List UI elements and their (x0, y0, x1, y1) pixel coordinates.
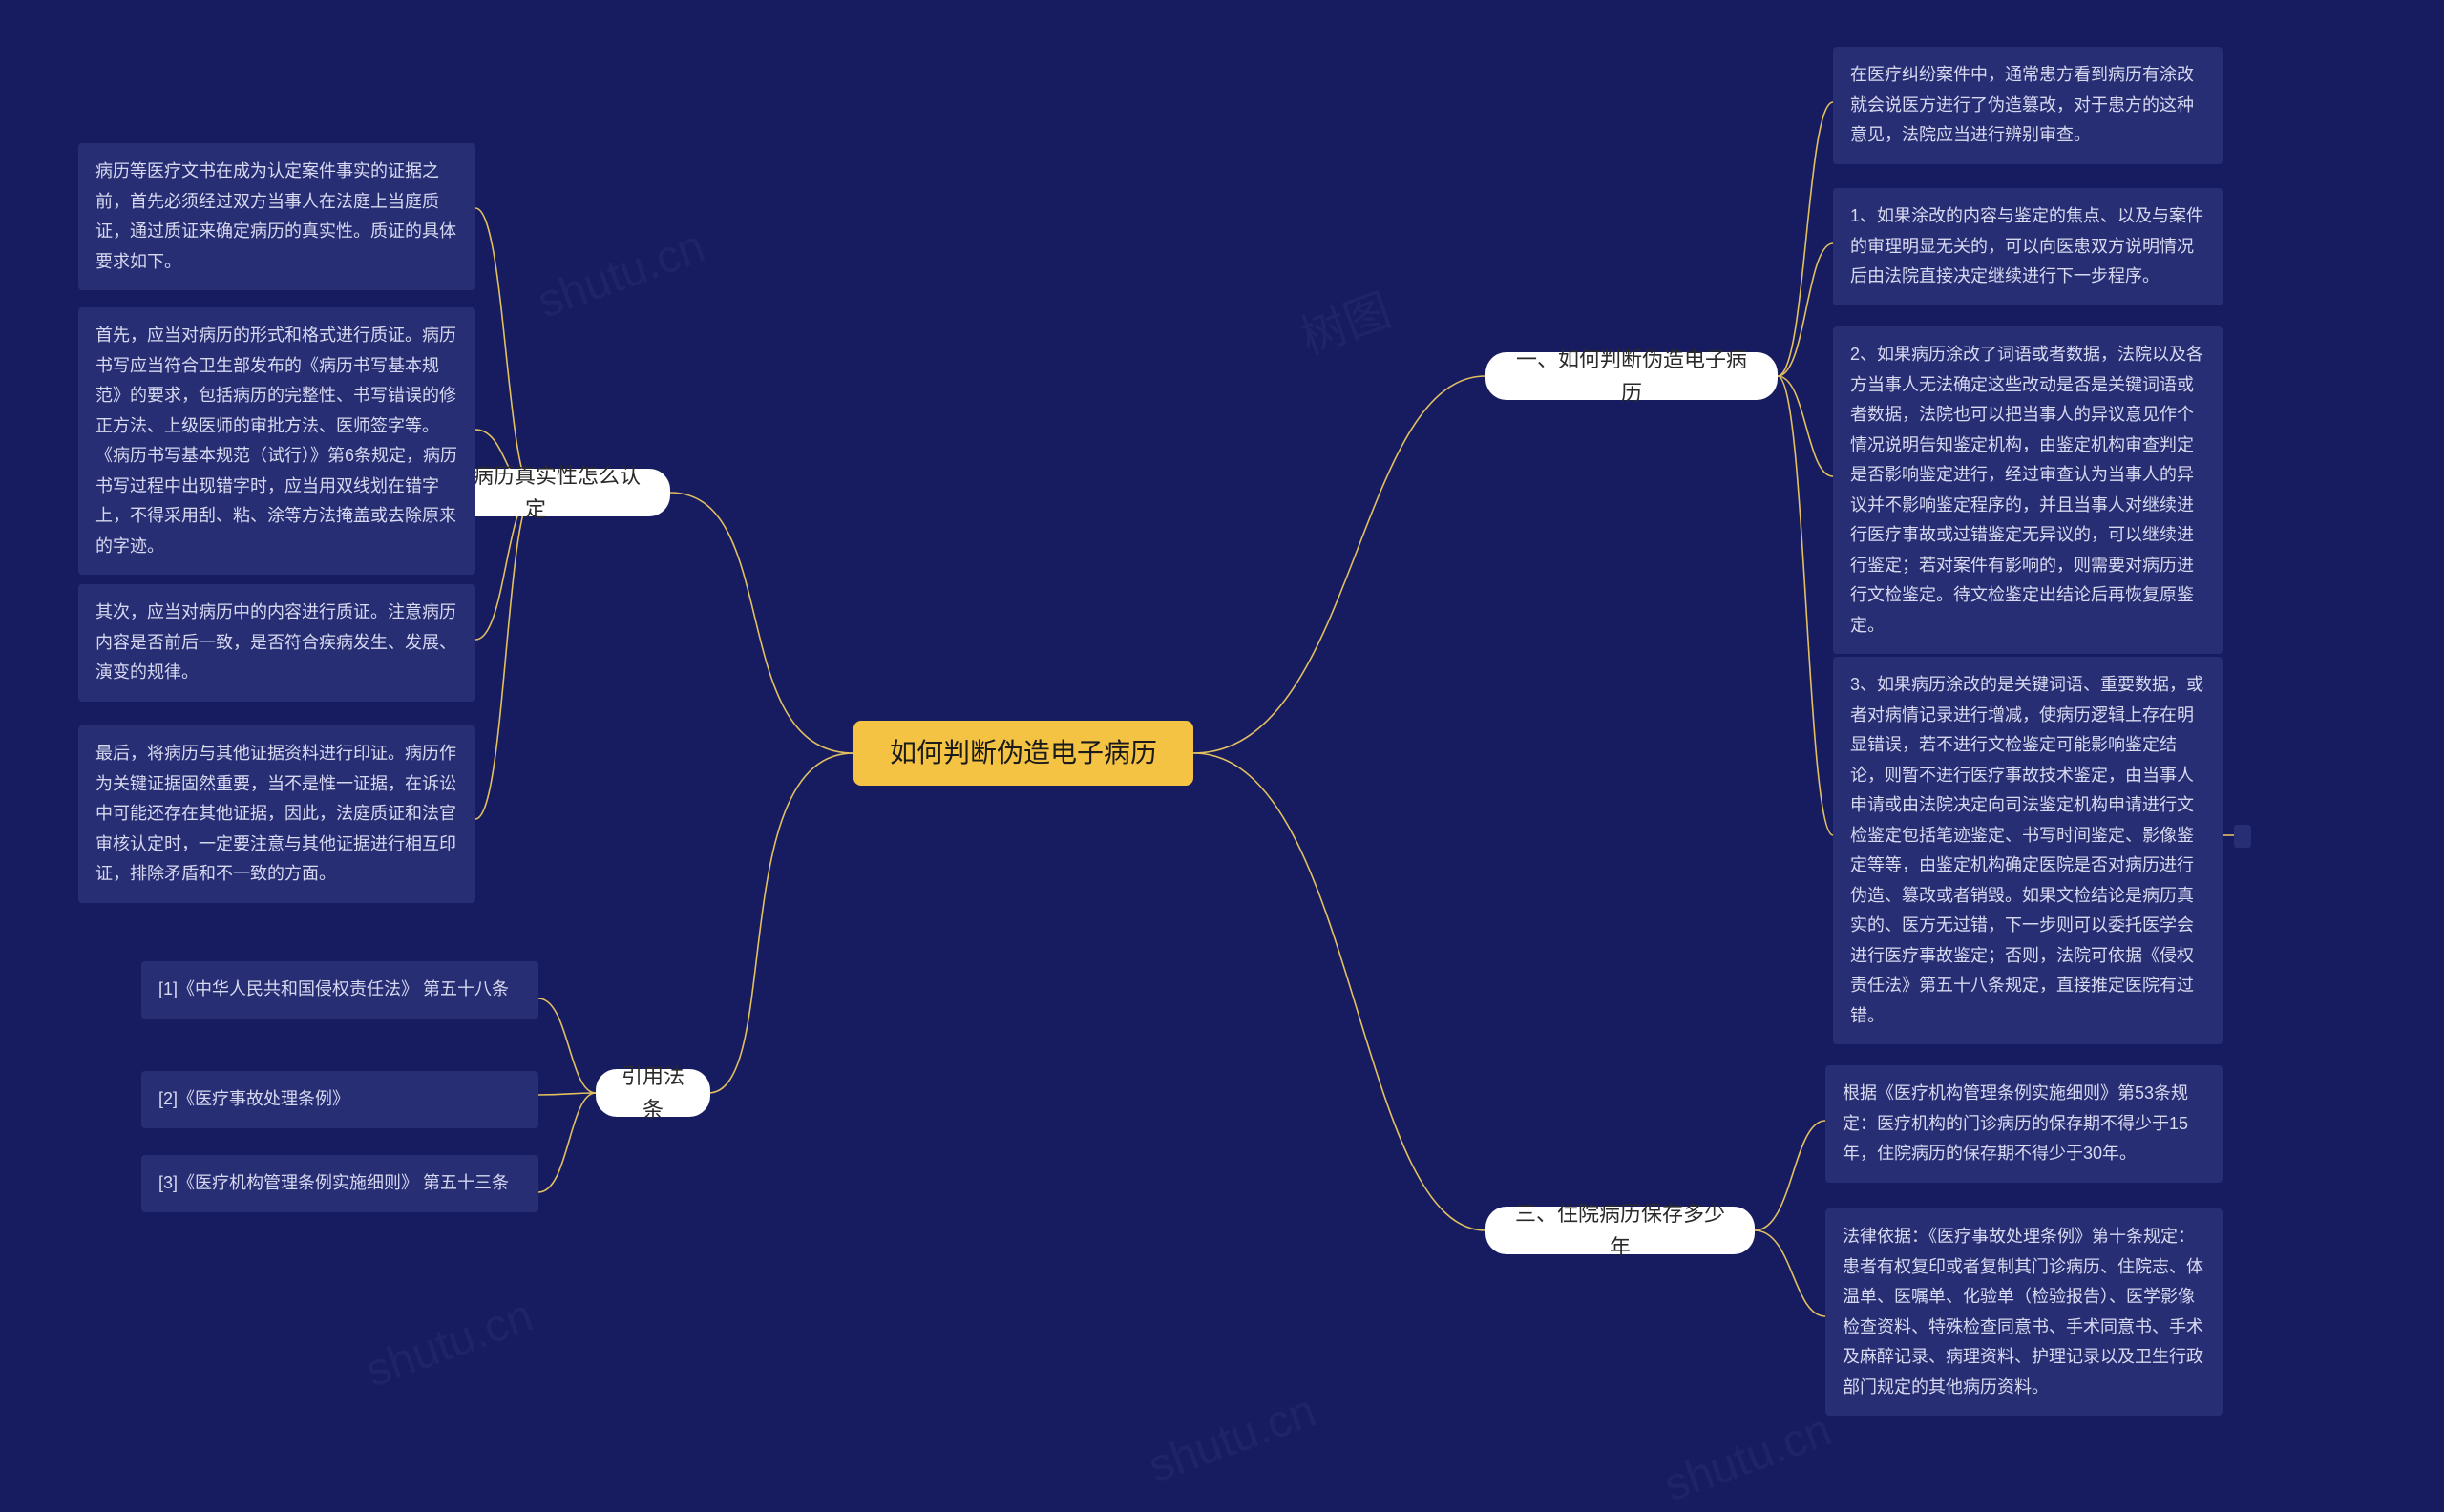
leaf-b2-0[interactable]: 病历等医疗文书在成为认定案件事实的证据之前，首先必须经过双方当事人在法庭上当庭质… (78, 143, 475, 290)
watermark: 树图 (1290, 273, 1399, 368)
endcap (2234, 825, 2251, 848)
leaf-b1-0[interactable]: 在医疗纠纷案件中，通常患方看到病历有涂改就会说医方进行了伪造篡改，对于患方的这种… (1833, 47, 2223, 164)
leaf-b4-1[interactable]: [2]《医疗事故处理条例》 (141, 1071, 538, 1128)
leaf-b4-2[interactable]: [3]《医疗机构管理条例实施细则》 第五十三条 (141, 1155, 538, 1212)
leaf-b4-0[interactable]: [1]《中华人民共和国侵权责任法》 第五十八条 (141, 961, 538, 1018)
branch-3[interactable]: 三、住院病历保存多少年 (1485, 1207, 1755, 1254)
branch-4[interactable]: 引用法条 (596, 1069, 710, 1117)
leaf-b2-2[interactable]: 其次，应当对病历中的内容进行质证。注意病历内容是否前后一致，是否符合疾病发生、发… (78, 584, 475, 702)
leaf-b1-3[interactable]: 3、如果病历涂改的是关键词语、重要数据，或者对病情记录进行增减，使病历逻辑上存在… (1833, 657, 2223, 1044)
branch-1[interactable]: 一、如何判断伪造电子病历 (1485, 352, 1778, 400)
watermark: shutu.cn (1657, 1404, 1838, 1512)
leaf-b1-2[interactable]: 2、如果病历涂改了词语或者数据，法院以及各方当事人无法确定这些改动是否是关键词语… (1833, 326, 2223, 654)
leaf-b3-0[interactable]: 根据《医疗机构管理条例实施细则》第53条规定：医疗机构的门诊病历的保存期不得少于… (1825, 1065, 2223, 1183)
leaf-b2-3[interactable]: 最后，将病历与其他证据资料进行印证。病历作为关键证据固然重要，当不是惟一证据，在… (78, 725, 475, 903)
leaf-b1-1[interactable]: 1、如果涂改的内容与鉴定的焦点、以及与案件的审理明显无关的，可以向医患双方说明情… (1833, 188, 2223, 305)
root-node[interactable]: 如何判断伪造电子病历 (853, 721, 1193, 786)
watermark: shutu.cn (1142, 1385, 1322, 1494)
leaf-b3-1[interactable]: 法律依据：《医疗事故处理条例》第十条规定：患者有权复印或者复制其门诊病历、住院志… (1825, 1208, 2223, 1416)
leaf-b2-1[interactable]: 首先，应当对病历的形式和格式进行质证。病历书写应当符合卫生部发布的《病历书写基本… (78, 307, 475, 575)
watermark: shutu.cn (359, 1290, 539, 1398)
watermark: shutu.cn (531, 220, 711, 329)
